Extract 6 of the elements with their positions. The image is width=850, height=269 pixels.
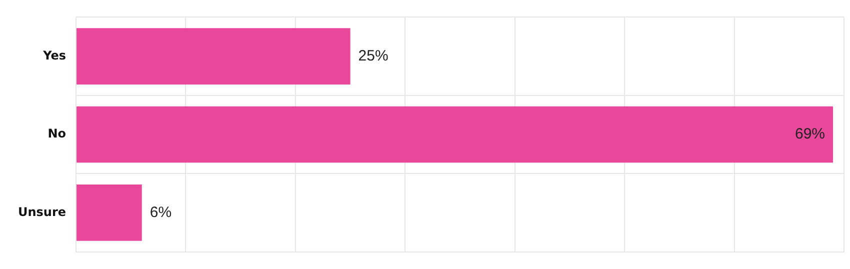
y-tick-label: Yes <box>42 48 66 62</box>
y-tick-label: No <box>48 126 66 141</box>
data-label: 69% <box>795 126 826 143</box>
data-label: 6% <box>150 204 172 221</box>
y-tick-label: Unsure <box>18 204 66 219</box>
data-label: 25% <box>358 47 388 64</box>
